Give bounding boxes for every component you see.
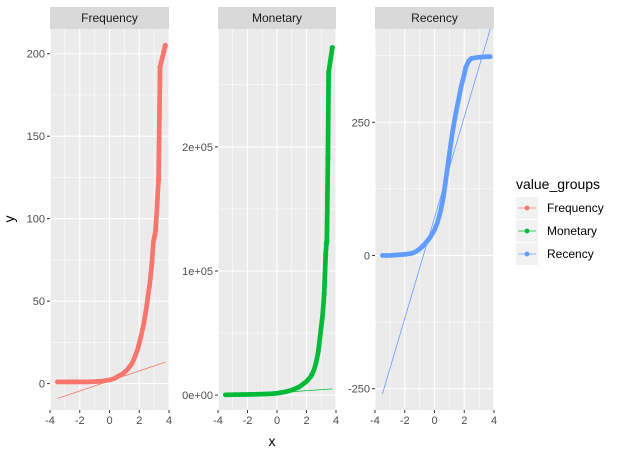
- x-axis-title: x: [269, 433, 276, 449]
- outlier-point: [329, 45, 335, 51]
- y-tick-label: 100: [27, 214, 45, 226]
- x-tick-label: 4: [166, 415, 172, 427]
- legend-label: Recency: [547, 247, 594, 261]
- legend-title: value_groups: [516, 176, 600, 192]
- facet-strip: [50, 7, 169, 29]
- facet-strip-label: Recency: [411, 11, 458, 25]
- outlier-point: [323, 252, 329, 258]
- y-tick-label: 150: [27, 131, 45, 143]
- x-tick-label: 4: [491, 415, 497, 427]
- outlier-point: [152, 232, 158, 238]
- data-point: [487, 54, 493, 60]
- x-tick-label: 0: [106, 415, 112, 427]
- y-tick-label: 1e+05: [182, 266, 213, 278]
- regression-line: [225, 388, 333, 397]
- facet-panel-frequency: Frequency -4 -2 0 2 4 0 50 100 150 200: [27, 7, 172, 427]
- y-tick-label: 200: [27, 49, 45, 61]
- outlier-point: [155, 176, 162, 182]
- legend-marker: [524, 205, 530, 211]
- legend-label: Monetary: [547, 224, 597, 238]
- y-tick-label: 0e+00: [182, 390, 213, 402]
- outlier-point: [324, 238, 330, 244]
- x-tick-label: -2: [400, 415, 410, 427]
- regression-line: [382, 28, 491, 395]
- outlier-point: [325, 156, 331, 162]
- facet-strip: [218, 7, 336, 29]
- x-tick-label: 2: [461, 415, 467, 427]
- x-tick-label: -4: [45, 415, 55, 427]
- legend-marker: [524, 228, 530, 234]
- outlier-point: [321, 290, 327, 296]
- regression-line: [57, 361, 166, 399]
- legend: value_groups Frequency Monetary Recency: [516, 176, 604, 265]
- x-tick-label: 0: [431, 415, 437, 427]
- outlier-point: [153, 227, 159, 233]
- outlier-point: [157, 64, 163, 70]
- y-tick-label: 2e+05: [182, 142, 213, 154]
- y-tick-label: 50: [33, 296, 45, 308]
- x-tick-label: 0: [274, 415, 280, 427]
- y-axis-title: y: [1, 216, 17, 223]
- x-tick-label: 2: [136, 415, 142, 427]
- facet-strip-label: Monetary: [252, 11, 302, 25]
- y-tick-label: 250: [352, 117, 370, 129]
- facet-panel-recency: Recency -4 -2 0 2 4 -250 0 250: [348, 7, 497, 427]
- x-tick-label: -4: [213, 415, 223, 427]
- x-tick-label: 4: [333, 415, 339, 427]
- facet-strip-label: Frequency: [81, 11, 138, 25]
- outlier-point: [326, 69, 332, 76]
- y-tick-label: 0: [39, 379, 45, 391]
- legend-label: Frequency: [547, 201, 604, 215]
- x-tick-label: -2: [75, 415, 85, 427]
- legend-marker: [524, 251, 530, 257]
- y-tick-label: 0: [364, 250, 370, 262]
- x-tick-label: -2: [243, 415, 253, 427]
- outlier-point: [162, 42, 168, 49]
- facet-strip: [375, 7, 494, 29]
- x-tick-label: -4: [370, 415, 380, 427]
- x-tick-label: 2: [303, 415, 309, 427]
- facet-panel-monetary: Monetary -4 -2 0 2 4 0e+00 1e+05 2e+05: [182, 7, 339, 427]
- y-tick-label: -250: [348, 384, 370, 396]
